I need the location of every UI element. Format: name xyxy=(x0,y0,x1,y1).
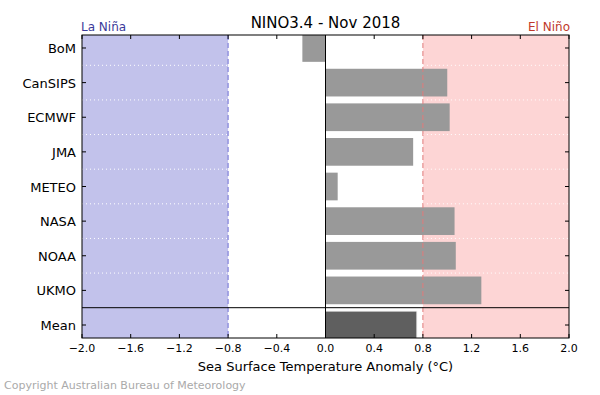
bar xyxy=(326,138,414,166)
x-tick-label: 0.8 xyxy=(414,342,432,355)
x-tick xyxy=(276,334,277,338)
row-separator xyxy=(423,203,569,204)
x-tick-label: 1.2 xyxy=(463,342,481,355)
x-tick xyxy=(422,35,423,39)
bar xyxy=(326,103,450,131)
y-tick-label: ECMWF xyxy=(27,110,76,125)
x-tick-label: −0.4 xyxy=(263,342,290,355)
bar xyxy=(326,173,338,201)
y-tick xyxy=(82,186,86,187)
row-separator xyxy=(423,99,569,100)
y-tick xyxy=(82,290,86,291)
y-tick xyxy=(565,255,569,256)
x-tick xyxy=(179,35,180,39)
chart: −2.0 −1.6 −1.2 −0.8 −0.4 0.0 0.4 0.8 1.2 1.6 2.0 Bo… xyxy=(0,0,600,395)
threshold-line xyxy=(422,35,423,338)
x-tick-label: −2.0 xyxy=(69,342,96,355)
bar xyxy=(326,311,417,338)
x-tick xyxy=(130,334,131,338)
y-tick xyxy=(565,47,569,48)
x-tick-label: −1.2 xyxy=(166,342,193,355)
region-label: El Niño xyxy=(528,20,570,34)
x-axis-label: Sea Surface Temperature Anomaly (°C) xyxy=(198,359,453,374)
row-separator xyxy=(423,65,569,66)
y-tick-label: NOAA xyxy=(38,249,76,264)
x-tick-label: 0.0 xyxy=(317,342,335,355)
bar xyxy=(326,207,455,235)
x-tick xyxy=(569,35,570,39)
y-tick xyxy=(565,221,569,222)
y-tick-label: JMA xyxy=(51,145,76,160)
x-tick xyxy=(471,35,472,39)
row-separator xyxy=(82,65,228,66)
row-separator xyxy=(423,273,569,274)
bar xyxy=(302,35,325,62)
y-tick xyxy=(565,82,569,83)
x-tick xyxy=(471,334,472,338)
row-separator xyxy=(82,99,228,100)
y-tick xyxy=(82,221,86,222)
x-tick xyxy=(276,35,277,39)
x-tick xyxy=(130,35,131,39)
threshold-line xyxy=(228,35,229,338)
x-tick-label: −0.8 xyxy=(215,342,242,355)
x-tick xyxy=(82,334,83,338)
x-tick xyxy=(520,334,521,338)
y-tick-label: NASA xyxy=(40,214,76,229)
y-tick xyxy=(565,325,569,326)
bar xyxy=(326,277,482,305)
bar xyxy=(326,242,456,270)
y-tick xyxy=(82,82,86,83)
x-tick-label: −1.6 xyxy=(117,342,144,355)
row-separator xyxy=(82,203,228,204)
x-tick xyxy=(520,35,521,39)
bar xyxy=(326,69,448,97)
y-tick-label: BoM xyxy=(48,41,76,56)
y-tick-label: Mean xyxy=(41,318,76,333)
y-tick xyxy=(565,290,569,291)
x-tick-label: 2.0 xyxy=(560,342,578,355)
y-tick xyxy=(82,47,86,48)
x-tick xyxy=(228,334,229,338)
row-separator xyxy=(423,238,569,239)
row-separator xyxy=(82,238,228,239)
y-tick xyxy=(82,151,86,152)
y-tick-label: UKMO xyxy=(37,283,77,298)
x-tick xyxy=(569,334,570,338)
row-separator xyxy=(423,134,569,135)
row-separator xyxy=(82,169,228,170)
x-tick xyxy=(82,35,83,39)
x-tick xyxy=(228,35,229,39)
mean-separator xyxy=(82,307,569,308)
x-tick xyxy=(374,334,375,338)
y-tick xyxy=(82,117,86,118)
source: Copyright Australian Bureau of Meteorolo… xyxy=(4,379,246,392)
zero-line xyxy=(325,35,326,338)
y-tick-label: CanSIPS xyxy=(23,76,76,91)
y-tick-label: METEO xyxy=(30,180,76,195)
region-label: La Niña xyxy=(81,20,126,34)
plot-area xyxy=(82,35,569,338)
y-tick xyxy=(82,255,86,256)
x-tick xyxy=(374,35,375,39)
region xyxy=(82,35,228,338)
row-separator xyxy=(82,273,228,274)
plot-frame xyxy=(82,35,569,338)
x-tick-label: 1.6 xyxy=(512,342,530,355)
x-tick xyxy=(325,35,326,39)
y-tick xyxy=(565,151,569,152)
y-tick xyxy=(82,325,86,326)
row-separator xyxy=(423,169,569,170)
y-tick xyxy=(565,186,569,187)
x-tick xyxy=(422,334,423,338)
y-tick xyxy=(565,117,569,118)
title: NINO3.4 - Nov 2018 xyxy=(251,14,401,32)
x-tick xyxy=(325,334,326,338)
x-tick-label: 0.4 xyxy=(365,342,383,355)
x-tick xyxy=(179,334,180,338)
row-separator xyxy=(82,134,228,135)
